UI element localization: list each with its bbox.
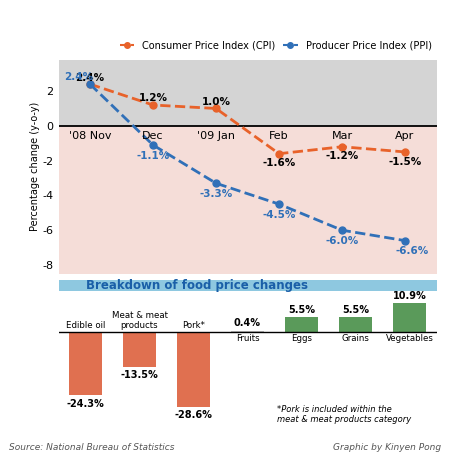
Text: -4.5%: -4.5% [262,210,296,220]
Text: Fruits: Fruits [236,334,259,343]
FancyBboxPatch shape [58,281,436,291]
Text: Source: National Bureau of Statistics: Source: National Bureau of Statistics [9,443,175,452]
Text: Pork*: Pork* [182,321,205,331]
Bar [123,331,156,367]
Text: '09 Jan: '09 Jan [197,131,235,141]
Text: Breakdown of food price changes: Breakdown of food price changes [86,279,307,292]
Text: Mar: Mar [332,131,352,141]
Text: Apr: Apr [396,131,414,141]
Text: -1.2%: -1.2% [325,151,359,161]
Text: -1.6%: -1.6% [262,158,296,168]
Text: Vegetables: Vegetables [386,334,433,343]
Text: Dec: Dec [142,131,164,141]
Bar [285,317,318,331]
Y-axis label: Percentage change (y-o-y): Percentage change (y-o-y) [30,102,40,232]
Text: Eggs: Eggs [291,334,312,343]
Text: -6.6%: -6.6% [396,247,429,257]
Text: Graphic by Kinyen Pong: Graphic by Kinyen Pong [333,443,441,452]
Text: 2.4%: 2.4% [76,73,104,83]
Bar [339,317,372,331]
Text: Edible oil: Edible oil [66,321,105,331]
Text: 2.4%: 2.4% [64,72,93,82]
Text: 1.0%: 1.0% [202,97,230,107]
Text: *Pork is included within the
meat & meat products category: *Pork is included within the meat & meat… [277,405,411,424]
Text: Feb: Feb [269,131,289,141]
Text: Grains: Grains [342,334,369,343]
Legend: Consumer Price Index (CPI), Producer Price Index (PPI): Consumer Price Index (CPI), Producer Pri… [116,37,436,54]
Bar [58,60,436,126]
Text: -1.5%: -1.5% [388,157,422,167]
Text: 10.9%: 10.9% [392,291,427,301]
Text: 5.5%: 5.5% [342,305,369,315]
Text: -3.3%: -3.3% [199,189,233,199]
Bar [177,331,210,407]
Bar [69,331,102,395]
Text: -1.1%: -1.1% [136,151,170,161]
Text: -28.6%: -28.6% [175,410,212,420]
Bar [58,126,436,274]
Text: '08 Nov: '08 Nov [69,131,111,141]
Text: -24.3%: -24.3% [67,399,104,409]
Text: 0.4%: 0.4% [234,318,261,328]
Text: 1.2%: 1.2% [139,94,167,104]
Bar [393,303,426,331]
Text: Meat & meat
products: Meat & meat products [112,311,167,331]
Text: -6.0%: -6.0% [325,236,359,246]
Text: -13.5%: -13.5% [121,370,158,380]
Text: Fall in CPI and PPI: Fall in CPI and PPI [148,22,346,41]
Text: 5.5%: 5.5% [288,305,315,315]
